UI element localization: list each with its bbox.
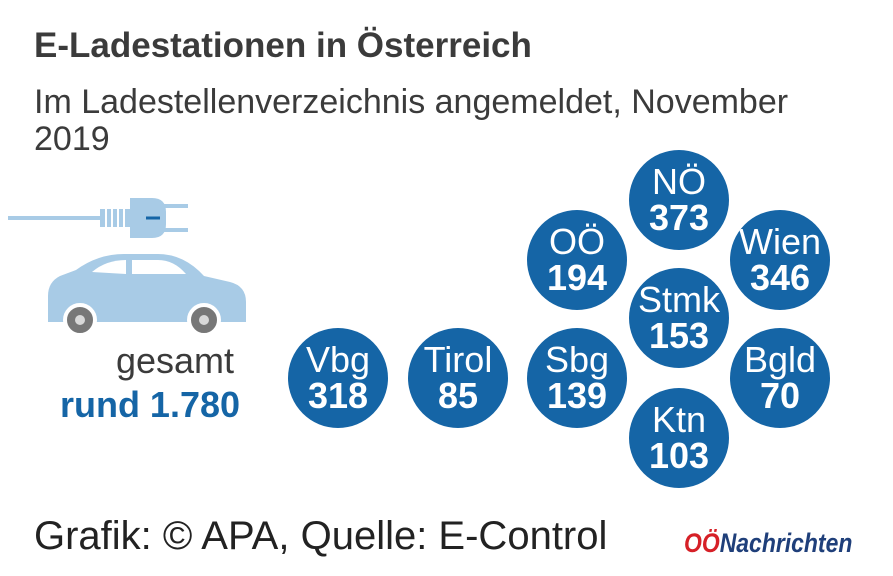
bubble-circle-n bbox=[629, 150, 729, 250]
bubble-circle-o bbox=[527, 210, 627, 310]
bubble-circle-stmk bbox=[629, 268, 729, 368]
bubble-label-vbg: Vbg bbox=[306, 339, 370, 380]
bubble-value-stmk: 153 bbox=[649, 315, 709, 356]
bubble-value-vbg: 318 bbox=[308, 375, 368, 416]
bubble-circle-vbg bbox=[288, 328, 388, 428]
plug-grip bbox=[100, 209, 130, 227]
bubble-value-bgld: 70 bbox=[760, 375, 800, 416]
car-window-rear bbox=[132, 260, 186, 274]
chart-subtitle: Im Ladestellenverzeichnis angemeldet, No… bbox=[34, 83, 789, 158]
chart-title: E-Ladestationen in Österreich bbox=[34, 26, 532, 65]
bubble-circle-bgld bbox=[730, 328, 830, 428]
total-value: rund 1.780 bbox=[59, 384, 241, 425]
plug-pin-top bbox=[164, 204, 188, 208]
source-credit: Grafik: © APA, Quelle: E-Control bbox=[34, 514, 608, 558]
bubble-label-ktn: Ktn bbox=[652, 399, 706, 440]
bubble-value-o: 194 bbox=[547, 257, 607, 298]
bubble-label-o: OÖ bbox=[549, 221, 605, 262]
bubble-label-tirol: Tirol bbox=[424, 339, 493, 380]
electric-car-icon bbox=[8, 198, 246, 337]
bubble-circle-tirol bbox=[408, 328, 508, 428]
bubble-label-bgld: Bgld bbox=[744, 339, 816, 380]
bubble-label-wien: Wien bbox=[739, 221, 821, 262]
bubble-label-n: NÖ bbox=[652, 161, 706, 202]
bubble-circle-sbg bbox=[527, 328, 627, 428]
publisher-logo: OÖNachrichten bbox=[684, 528, 853, 558]
car-window-front bbox=[92, 260, 126, 274]
bubble-value-ktn: 103 bbox=[649, 435, 709, 476]
bubble-value-tirol: 85 bbox=[438, 375, 478, 416]
bubble-value-sbg: 139 bbox=[547, 375, 607, 416]
plug-pin-bottom bbox=[164, 228, 188, 232]
total-label: gesamt bbox=[115, 340, 235, 381]
bubble-label-sbg: Sbg bbox=[545, 339, 609, 380]
bubble-value-n: 373 bbox=[649, 197, 709, 238]
bubble-value-wien: 346 bbox=[750, 257, 810, 298]
bubble-circle-wien bbox=[730, 210, 830, 310]
bubble-label-stmk: Stmk bbox=[638, 279, 721, 320]
bubble-circle-ktn bbox=[629, 388, 729, 488]
